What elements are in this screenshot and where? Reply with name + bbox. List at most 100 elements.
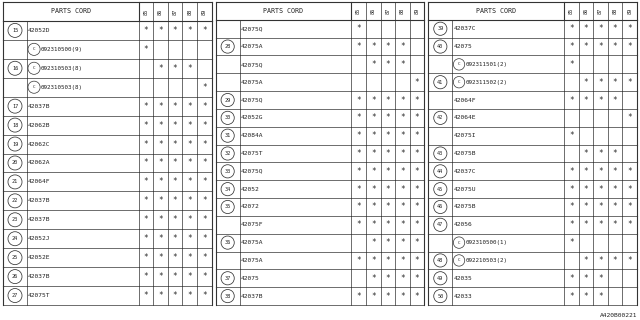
Text: 42056: 42056 [453, 222, 472, 227]
Text: *: * [202, 177, 207, 187]
Text: *: * [627, 256, 632, 265]
Text: *: * [627, 203, 632, 212]
Text: *: * [385, 238, 390, 247]
Text: *: * [371, 203, 376, 212]
Text: *: * [598, 185, 603, 194]
Text: *: * [612, 256, 618, 265]
Text: *: * [415, 292, 419, 300]
Text: *: * [584, 220, 588, 229]
Text: *: * [188, 158, 192, 167]
Text: *: * [371, 113, 376, 122]
Text: *: * [584, 96, 588, 105]
Text: 42075T: 42075T [28, 293, 51, 298]
Text: *: * [598, 24, 603, 33]
Text: *: * [173, 272, 177, 281]
Text: *: * [202, 121, 207, 130]
Text: *: * [158, 272, 163, 281]
Text: *: * [400, 292, 404, 300]
Text: 27: 27 [12, 293, 18, 298]
Text: C: C [458, 62, 460, 66]
Text: *: * [598, 78, 603, 87]
Text: *: * [612, 96, 618, 105]
Text: *: * [400, 149, 404, 158]
Text: *: * [400, 167, 404, 176]
Text: *: * [627, 42, 632, 51]
Text: *: * [173, 121, 177, 130]
Text: *: * [202, 158, 207, 167]
Text: *: * [143, 102, 148, 111]
Text: *: * [158, 196, 163, 205]
Text: *: * [371, 167, 376, 176]
Text: 42037B: 42037B [28, 104, 51, 109]
Text: *: * [188, 215, 192, 224]
Text: 42052: 42052 [241, 187, 259, 192]
Text: 26: 26 [12, 274, 18, 279]
Text: *: * [385, 60, 390, 69]
Text: *: * [143, 291, 148, 300]
Text: *: * [415, 256, 419, 265]
Text: *: * [569, 292, 573, 300]
Text: *: * [569, 60, 573, 69]
Text: *: * [158, 26, 163, 35]
Text: *: * [415, 220, 419, 229]
Text: 092311501(2): 092311501(2) [465, 62, 508, 67]
Text: *: * [385, 42, 390, 51]
Text: 36: 36 [225, 240, 231, 245]
Text: *: * [415, 113, 419, 122]
Text: C: C [458, 259, 460, 262]
Text: *: * [356, 42, 361, 51]
Text: 22: 22 [12, 198, 18, 203]
Text: *: * [598, 96, 603, 105]
Text: *: * [356, 149, 361, 158]
Text: 42075: 42075 [241, 276, 259, 281]
Text: A420B00221: A420B00221 [600, 313, 637, 318]
Text: *: * [143, 177, 148, 187]
Text: *: * [188, 121, 192, 130]
Text: *: * [188, 140, 192, 148]
Text: *: * [202, 83, 207, 92]
Text: *: * [188, 253, 192, 262]
Text: 42062C: 42062C [28, 141, 51, 147]
Text: 35: 35 [225, 204, 231, 210]
Text: *: * [385, 203, 390, 212]
Text: *: * [202, 253, 207, 262]
Text: *: * [415, 131, 419, 140]
Text: *: * [627, 220, 632, 229]
Text: *: * [158, 140, 163, 148]
Text: *: * [371, 220, 376, 229]
Text: 50: 50 [437, 293, 444, 299]
Text: *: * [400, 42, 404, 51]
Text: 85: 85 [356, 8, 361, 14]
Text: 88: 88 [400, 8, 405, 14]
Text: 42075U: 42075U [453, 187, 476, 192]
Text: *: * [385, 185, 390, 194]
Text: *: * [188, 64, 192, 73]
Text: 47: 47 [437, 222, 444, 227]
Text: 42075A: 42075A [241, 240, 263, 245]
Text: *: * [143, 26, 148, 35]
Text: *: * [400, 203, 404, 212]
Text: 42037C: 42037C [453, 169, 476, 174]
Text: *: * [143, 196, 148, 205]
Text: 89: 89 [415, 8, 420, 14]
Text: C: C [33, 66, 35, 70]
Text: *: * [598, 292, 603, 300]
Text: *: * [584, 256, 588, 265]
Text: *: * [158, 234, 163, 243]
Text: 15: 15 [12, 28, 18, 33]
Text: 87: 87 [598, 8, 603, 14]
Text: 29: 29 [225, 98, 231, 102]
Text: *: * [584, 24, 588, 33]
Text: *: * [584, 42, 588, 51]
Text: *: * [415, 78, 419, 87]
Text: *: * [400, 238, 404, 247]
Text: *: * [173, 234, 177, 243]
Text: 21: 21 [12, 180, 18, 184]
Text: *: * [188, 291, 192, 300]
Text: *: * [385, 131, 390, 140]
Text: *: * [356, 96, 361, 105]
Text: 42075T: 42075T [241, 151, 263, 156]
Text: 39: 39 [437, 26, 444, 31]
Text: 42084A: 42084A [241, 133, 263, 138]
Text: *: * [143, 158, 148, 167]
